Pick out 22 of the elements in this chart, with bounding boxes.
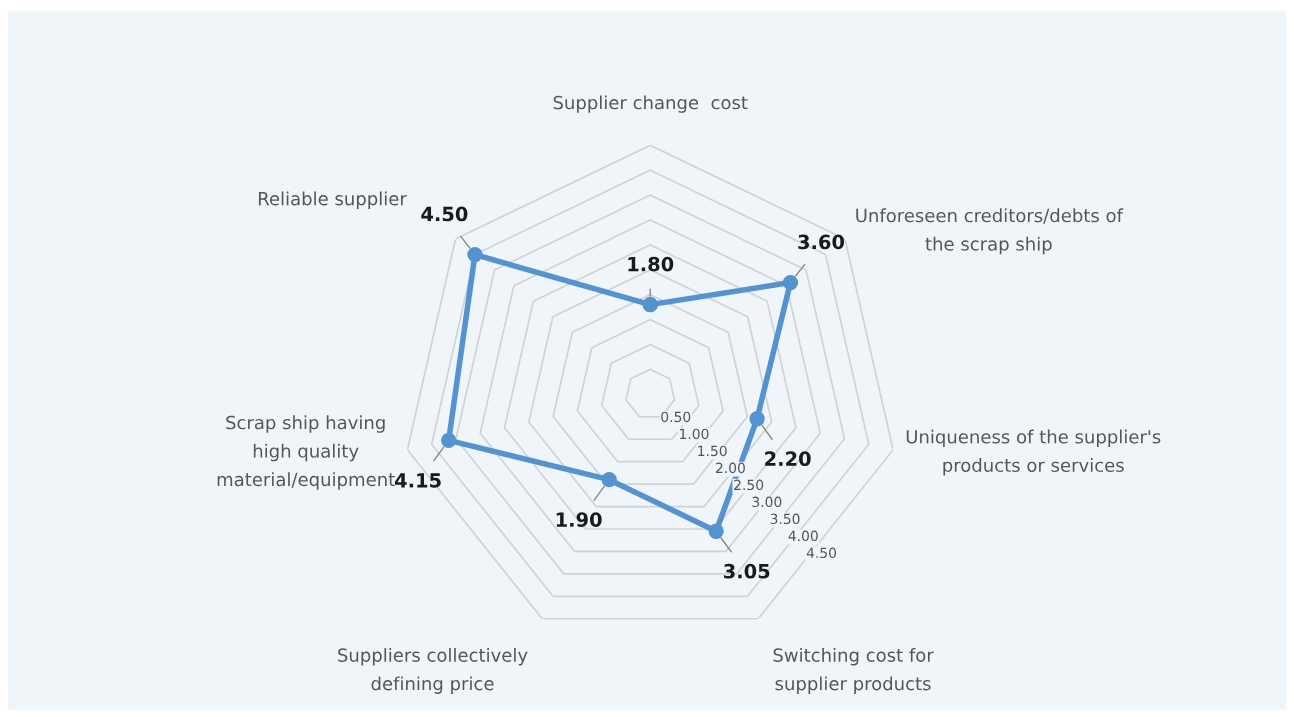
spoke-label: Uniqueness of the supplier's products or services [906, 429, 1161, 476]
data-label: 3.05 [724, 563, 770, 579]
data-label: 2.20 [765, 451, 811, 467]
y-tick-label: 0.50 [661, 411, 691, 423]
data-label: 4.50 [421, 206, 468, 222]
y-tick-label: 1.00 [680, 428, 709, 440]
y-tick-label: 1.50 [698, 445, 727, 457]
data-label: 4.15 [395, 473, 441, 488]
y-tick-label: 2.00 [715, 462, 745, 474]
data-label: 1.90 [556, 512, 602, 527]
y-tick-label: 3.00 [752, 496, 782, 508]
y-tick-label: 4.00 [788, 530, 818, 542]
y-tick-label: 3.50 [770, 513, 800, 525]
spoke-label: Scrap ship having high quality material/equipment [217, 415, 395, 490]
data-label: 3.60 [798, 234, 845, 250]
data-label: 1.80 [628, 256, 674, 272]
spoke-label: Unforeseen creditors/debts of the scrap ship [856, 208, 1124, 255]
spoke-label: Switching cost for supplier products [773, 647, 934, 694]
spoke-label: Reliable supplier [258, 191, 407, 209]
spoke-label: Suppliers collectively defining price [338, 647, 528, 694]
spoke-label: Supplier change cost [553, 95, 748, 113]
y-tick-label: 2.50 [734, 479, 764, 491]
